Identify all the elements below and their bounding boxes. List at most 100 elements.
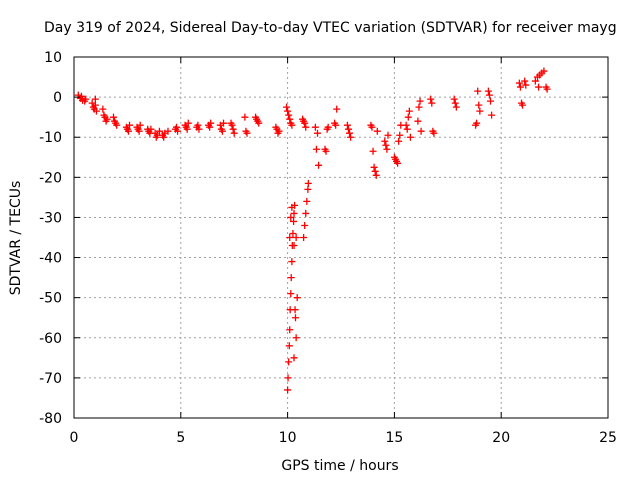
data-point	[301, 221, 309, 229]
data-point	[485, 91, 493, 99]
data-point	[284, 386, 292, 394]
data-point	[91, 95, 99, 103]
data-point	[474, 87, 482, 95]
y-axis-label: SDTVAR / TECUs	[8, 181, 24, 296]
data-point	[368, 123, 376, 131]
data-point	[220, 119, 228, 127]
y-tick-label: -50	[39, 291, 62, 307]
data-point	[290, 209, 298, 217]
x-tick-label: 20	[492, 430, 510, 446]
y-tick-label: -30	[39, 210, 62, 226]
data-point	[516, 83, 524, 91]
data-point	[346, 129, 354, 137]
data-point	[417, 127, 425, 135]
data-point	[427, 95, 435, 103]
data-point	[290, 242, 298, 250]
data-point	[229, 125, 237, 133]
data-point	[428, 99, 436, 107]
data-point	[332, 121, 340, 129]
data-point	[243, 129, 251, 137]
data-point	[371, 167, 379, 175]
data-point	[301, 119, 309, 127]
data-point	[406, 133, 414, 141]
data-point	[303, 197, 311, 205]
data-point	[394, 159, 402, 167]
data-point	[430, 129, 438, 137]
data-point	[284, 374, 292, 382]
data-point	[206, 123, 214, 131]
data-point	[304, 179, 312, 187]
data-point	[290, 354, 298, 362]
data-point	[275, 127, 283, 135]
data-point	[543, 85, 551, 93]
data-points	[74, 67, 551, 394]
data-point	[522, 81, 530, 89]
data-point	[287, 274, 295, 282]
y-tick-label: -70	[39, 371, 62, 387]
data-point	[255, 119, 263, 127]
data-point	[173, 123, 181, 131]
data-point	[218, 127, 226, 135]
data-point	[476, 107, 484, 115]
data-point	[450, 95, 458, 103]
data-point	[285, 358, 293, 366]
data-point	[415, 103, 423, 111]
data-point	[515, 79, 523, 87]
data-point	[372, 171, 380, 179]
data-point	[195, 125, 203, 133]
data-point	[304, 185, 312, 193]
data-point	[230, 129, 238, 137]
data-point	[287, 213, 295, 221]
data-point	[382, 141, 390, 149]
data-point	[194, 121, 202, 129]
data-point	[135, 127, 143, 135]
axis-ticks: 0 5 10 15 20 25 10 0 -10 -20 -30 -40 -50 -60 -70 -80	[39, 50, 617, 446]
data-point	[370, 163, 378, 171]
x-tick-label: 15	[385, 430, 403, 446]
data-point	[82, 95, 90, 103]
data-point	[113, 121, 121, 129]
x-tick-label: 25	[599, 430, 617, 446]
data-point	[288, 258, 296, 266]
data-point	[110, 113, 118, 121]
data-point	[405, 107, 413, 115]
data-point	[488, 111, 496, 119]
data-point	[91, 101, 99, 109]
x-tick-label: 10	[279, 430, 297, 446]
data-point	[241, 113, 249, 121]
data-point	[414, 117, 422, 125]
data-point	[290, 217, 298, 225]
data-point	[292, 314, 300, 322]
data-point	[283, 103, 291, 111]
data-point	[416, 97, 424, 105]
x-tick-label: 5	[176, 430, 185, 446]
data-point	[312, 145, 320, 153]
data-point	[285, 111, 293, 119]
data-point	[147, 125, 155, 133]
data-point	[293, 294, 301, 302]
data-point	[314, 129, 322, 137]
data-point	[311, 123, 319, 131]
data-point	[531, 77, 539, 85]
x-tick-label: 0	[70, 430, 79, 446]
plot-frame	[73, 56, 609, 419]
data-point	[302, 209, 310, 217]
data-point	[402, 121, 410, 129]
data-point	[288, 203, 296, 211]
data-point	[285, 342, 293, 350]
data-point	[288, 121, 296, 129]
y-tick-label: 0	[53, 90, 62, 106]
data-point	[322, 147, 330, 155]
data-point	[292, 334, 300, 342]
data-point	[344, 125, 352, 133]
data-point	[207, 119, 215, 127]
data-point	[403, 125, 411, 133]
data-point	[519, 101, 527, 109]
data-point	[287, 290, 295, 298]
data-point	[164, 127, 172, 135]
data-point	[124, 127, 132, 135]
data-point	[292, 234, 300, 241]
data-point	[291, 306, 299, 314]
data-point	[373, 127, 381, 135]
data-point	[77, 92, 85, 100]
